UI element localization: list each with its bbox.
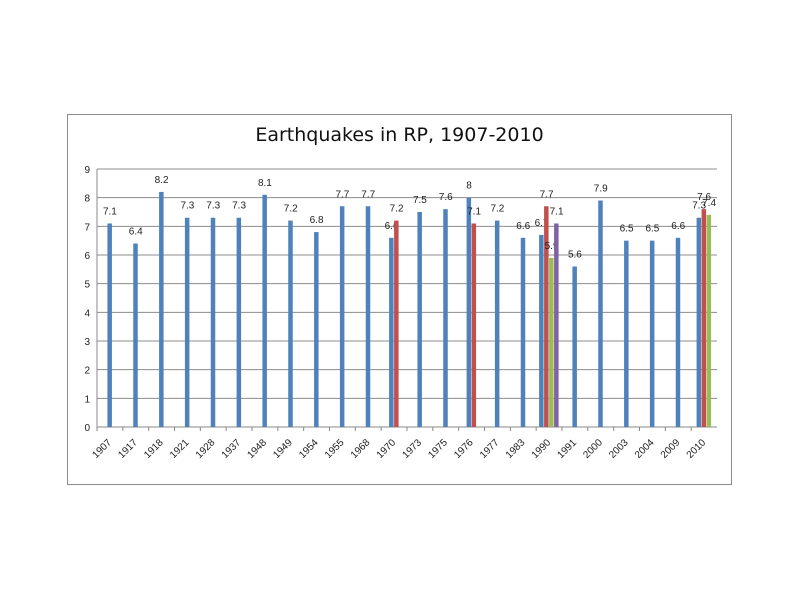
data-label: 7.6 xyxy=(439,192,453,203)
data-label: 8 xyxy=(466,181,472,192)
data-label: 6.6 xyxy=(516,221,530,232)
chart-title: Earthquakes in RP, 1907-2010 xyxy=(255,124,544,146)
data-label: 6.7 xyxy=(535,218,549,229)
x-tick-label: 1918 xyxy=(142,437,166,461)
y-tick-label: 1 xyxy=(84,394,90,405)
y-tick-label: 7 xyxy=(84,222,90,233)
x-tick-label: 1991 xyxy=(556,437,580,461)
data-label: 7.1 xyxy=(467,206,481,217)
data-label: 8.1 xyxy=(258,178,272,189)
bar xyxy=(466,197,472,427)
bar xyxy=(339,206,345,427)
data-label: 7.3 xyxy=(206,201,220,212)
data-label: 7.2 xyxy=(284,204,298,215)
bar xyxy=(159,191,164,427)
y-tick-label: 9 xyxy=(84,165,90,176)
bar xyxy=(701,209,707,427)
bar xyxy=(417,212,422,427)
bar xyxy=(184,217,190,427)
data-label: 6.5 xyxy=(645,224,659,235)
data-label: 7.7 xyxy=(361,189,375,200)
data-label: 7.2 xyxy=(390,204,404,215)
x-tick-label: 1973 xyxy=(401,437,425,461)
x-tick-label: 1977 xyxy=(478,437,502,461)
bar xyxy=(649,240,655,427)
x-tick-label: 2004 xyxy=(633,437,657,461)
data-label: 7.7 xyxy=(335,189,349,200)
data-label: 5.9 xyxy=(545,241,559,252)
data-label: 7.1 xyxy=(550,206,564,217)
bar xyxy=(288,220,293,427)
y-tick-label: 8 xyxy=(84,194,90,205)
x-tick-label: 1907 xyxy=(91,437,115,461)
chart-frame xyxy=(67,114,732,485)
data-label: 7.5 xyxy=(413,195,427,206)
bar xyxy=(210,217,216,427)
data-label: 7.3 xyxy=(692,201,706,212)
bar xyxy=(675,237,681,427)
bar xyxy=(624,240,629,427)
bar xyxy=(572,266,577,427)
x-tick-label: 1990 xyxy=(530,437,554,461)
x-tick-label: 1970 xyxy=(375,437,399,461)
x-tick-label: 2000 xyxy=(581,437,605,461)
bar xyxy=(706,214,712,427)
x-tick-label: 2010 xyxy=(685,437,709,461)
bar xyxy=(598,200,603,427)
x-tick-label: 1954 xyxy=(297,437,321,461)
data-label: 7.7 xyxy=(540,189,554,200)
bar xyxy=(544,206,549,427)
bar xyxy=(107,223,112,427)
bar xyxy=(494,220,500,427)
bar xyxy=(365,206,371,427)
data-label: 7.3 xyxy=(232,201,246,212)
bar xyxy=(549,257,554,427)
y-tick-label: 2 xyxy=(84,366,90,377)
data-label: 7.1 xyxy=(103,206,117,217)
bar xyxy=(236,217,242,427)
y-tick-label: 5 xyxy=(84,280,90,291)
bar xyxy=(554,223,559,427)
x-tick-label: 1976 xyxy=(452,437,476,461)
data-label: 7.2 xyxy=(490,204,504,215)
x-tick-label: 1948 xyxy=(246,437,270,461)
bar xyxy=(443,209,448,427)
data-label: 5.6 xyxy=(568,249,582,260)
bar xyxy=(262,194,267,427)
data-label: 6.8 xyxy=(310,215,324,226)
x-tick-label: 1937 xyxy=(220,437,244,461)
bar xyxy=(133,243,138,427)
data-label: 7.6 xyxy=(697,192,711,203)
data-label: 7.9 xyxy=(594,184,608,195)
y-tick-label: 3 xyxy=(84,337,90,348)
bar xyxy=(520,237,526,427)
bar xyxy=(696,217,702,427)
x-tick-label: 1917 xyxy=(116,437,140,461)
x-tick-label: 1983 xyxy=(504,437,528,461)
x-tick-label: 1955 xyxy=(323,437,347,461)
bar xyxy=(389,237,394,427)
bar xyxy=(539,234,544,427)
bar xyxy=(394,220,399,427)
y-tick-label: 6 xyxy=(84,251,90,262)
data-label: 6.4 xyxy=(129,227,143,238)
x-tick-label: 1968 xyxy=(349,437,373,461)
data-label: 6.5 xyxy=(620,224,634,235)
data-label: 8.2 xyxy=(155,175,169,186)
bar xyxy=(471,223,477,427)
data-label: 7.3 xyxy=(180,201,194,212)
x-tick-label: 1949 xyxy=(271,437,295,461)
x-tick-label: 1928 xyxy=(194,437,218,461)
y-tick-label: 0 xyxy=(84,423,90,434)
x-tick-label: 1921 xyxy=(168,437,192,461)
data-label: 6.6 xyxy=(671,221,685,232)
bar xyxy=(314,232,319,427)
data-label: 6.6 xyxy=(385,221,399,232)
x-tick-label: 2003 xyxy=(607,437,631,461)
data-label: 7.4 xyxy=(702,198,716,209)
x-tick-label: 1975 xyxy=(426,437,450,461)
y-tick-label: 4 xyxy=(84,308,90,319)
x-tick-label: 2009 xyxy=(659,437,683,461)
